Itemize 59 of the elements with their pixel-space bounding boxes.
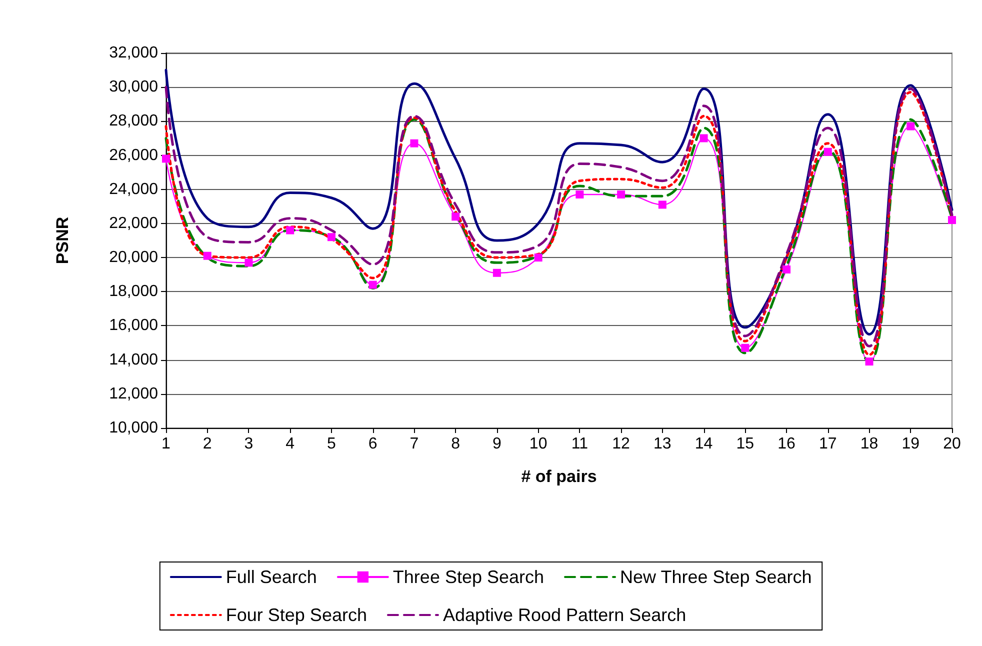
point [410,139,418,148]
x-tick-label: 4 [286,436,295,452]
point [368,280,377,289]
legend-label: Three Step Search [392,567,544,587]
x-tick-label: 2 [202,436,212,452]
point [741,344,750,352]
point [576,190,584,198]
x-tick-label: 17 [818,436,837,452]
x-tick-label: 10 [529,436,548,452]
point [286,226,294,234]
x-tick-label: 6 [368,436,378,452]
legend-label: Full Search [226,567,317,587]
point [700,134,708,142]
point [782,265,791,274]
x-axis-title: # of pairs [521,467,597,486]
x-tick-label: 16 [778,436,796,452]
x-tick-label: 12 [612,436,630,452]
point [824,148,832,156]
point [865,358,874,366]
y-axis-title: PSNR [53,216,72,264]
point [162,154,170,163]
point [617,190,626,198]
y-tick-label: 30,000 [109,78,158,96]
x-tick-label: 19 [902,436,920,452]
point [203,252,212,260]
point [244,258,253,267]
x-tick-label: 15 [736,436,754,452]
x-tick-label: 18 [860,436,878,452]
y-tick-label: 32,000 [109,44,158,62]
y-tick-label: 16,000 [109,317,158,334]
point [948,216,956,224]
x-tick-label: 13 [654,436,672,452]
point [534,254,542,262]
x-tick-label: 8 [451,436,460,452]
legend-label: New Three Step Search [620,567,812,587]
x-tick-label: 14 [694,436,713,452]
x-tick-label: 5 [327,436,336,452]
x-tick-label: 9 [492,436,502,452]
x-tick-label: 1 [162,436,171,452]
legend-label: Adaptive Rood Pattern Search [442,605,686,625]
point [658,200,666,209]
y-tick-label: 18,000 [109,283,158,300]
y-tick-label: 14,000 [109,351,158,368]
x-tick-label: 7 [410,436,419,452]
y-tick-label: 22,000 [109,214,158,232]
y-tick-label: 12,000 [109,385,158,402]
point [327,233,336,242]
x-tick-label: 20 [943,436,961,452]
y-tick-label: 26,000 [109,146,158,164]
y-tick-label: 10,000 [109,420,158,436]
point [492,268,501,277]
x-tick-label: 11 [571,436,588,452]
point [906,122,915,130]
y-tick-label: 20,000 [109,249,158,266]
point [452,212,460,221]
legend-label: Four Step Search [226,605,367,625]
y-tick-label: 28,000 [109,112,158,130]
x-tick-label: 3 [244,436,254,452]
y-tick-label: 24,000 [109,180,158,198]
